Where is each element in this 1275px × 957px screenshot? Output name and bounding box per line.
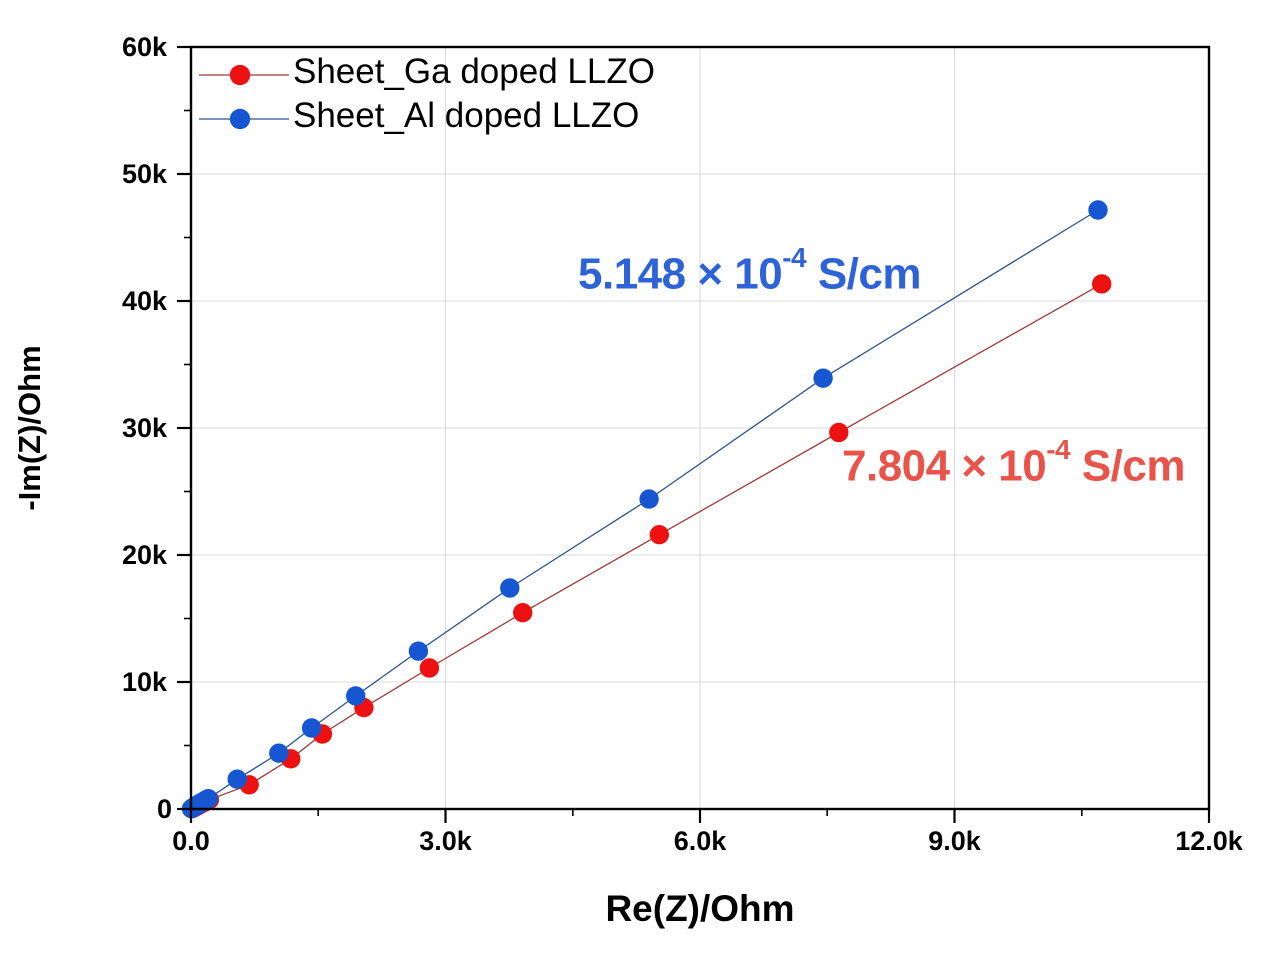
svg-text:-Im(Z)/Ohm: -Im(Z)/Ohm — [12, 345, 47, 510]
